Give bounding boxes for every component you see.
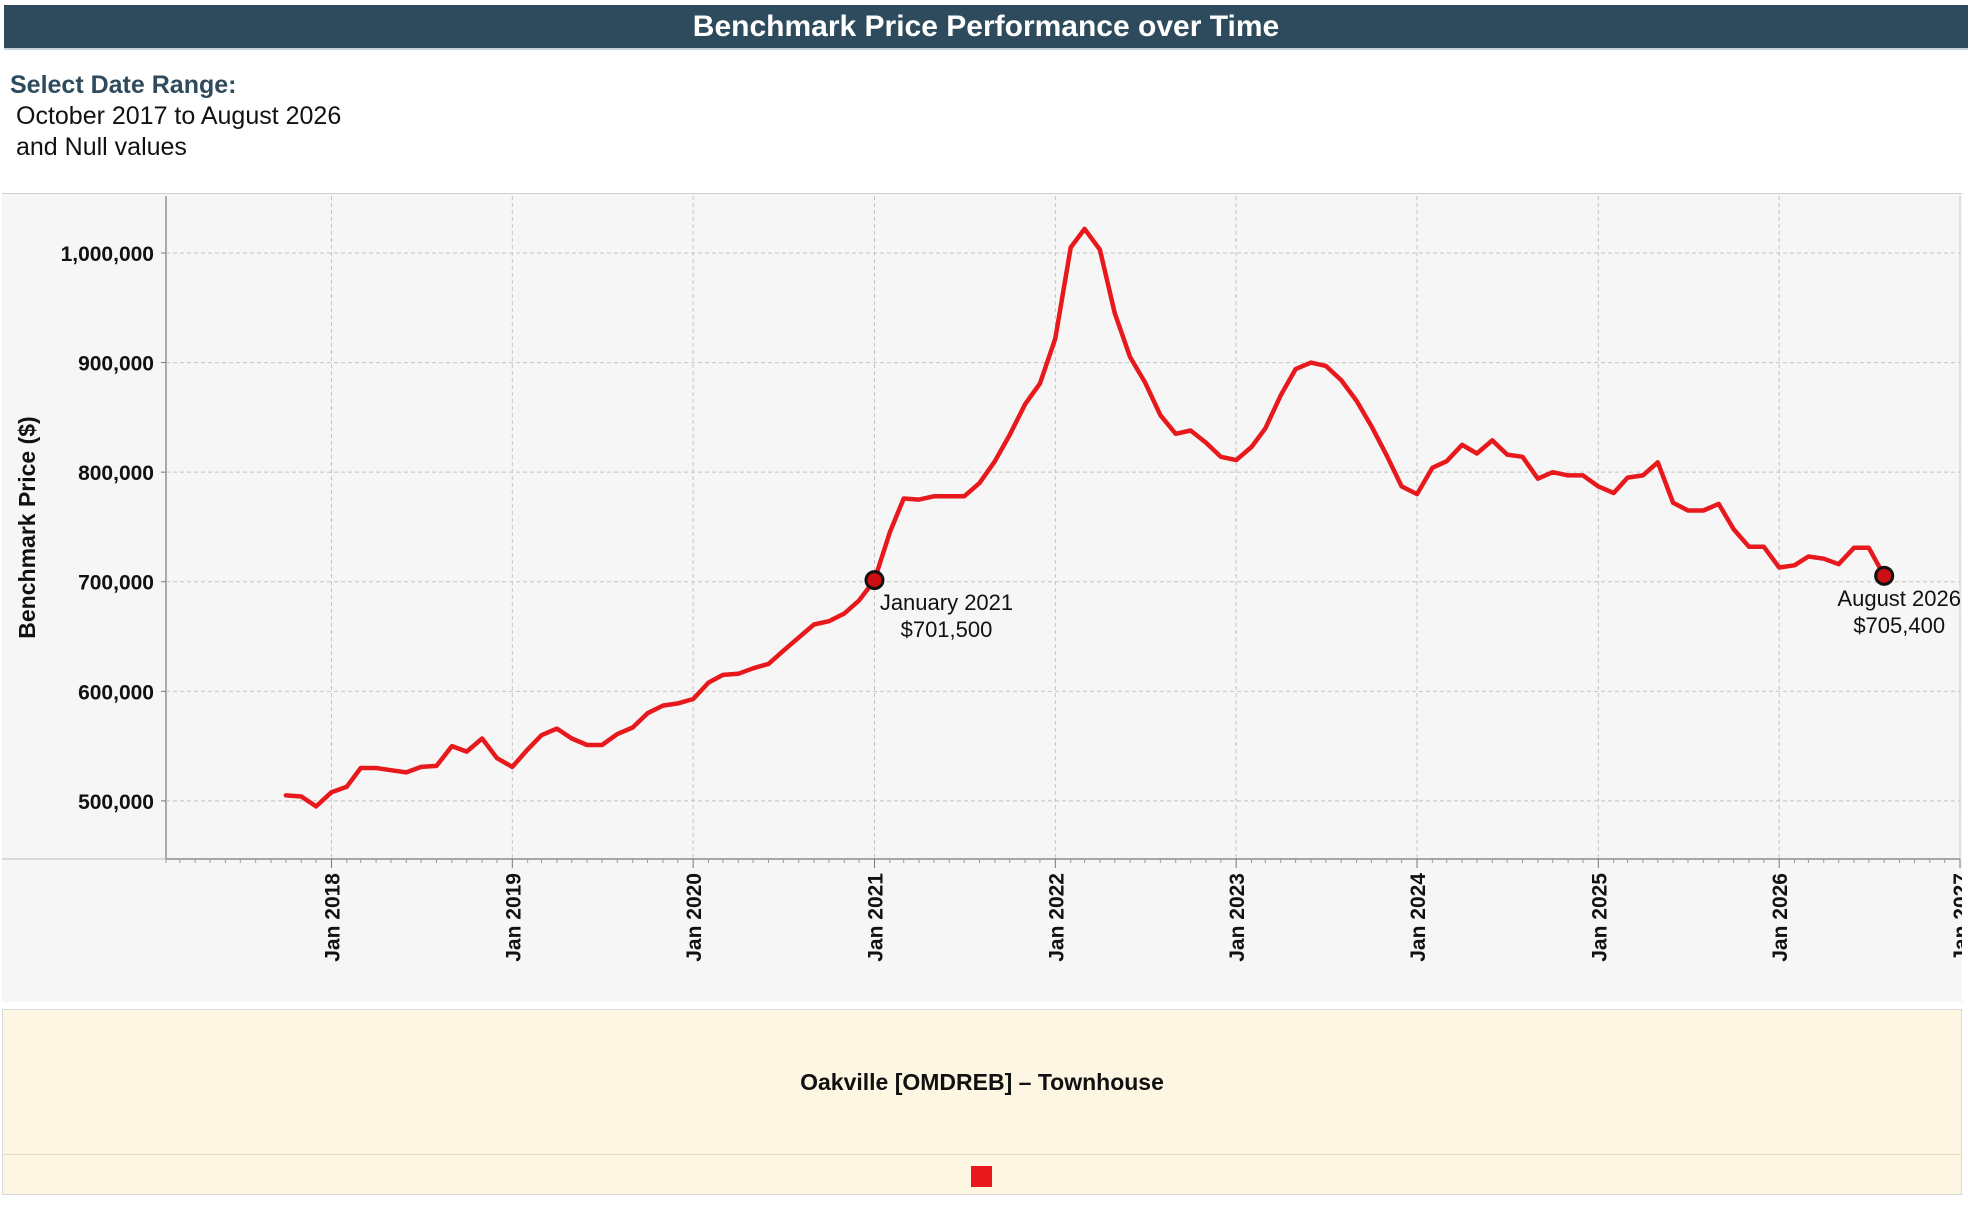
series-line: [283, 226, 1887, 809]
legend: Oakville [OMDREB] – Townhouse: [2, 1009, 1962, 1195]
y-tick-label: 900,000: [78, 353, 154, 376]
date-range-label: Select Date Range:: [10, 71, 237, 99]
x-tick-label: Jan 2020: [683, 873, 706, 962]
page-title: Benchmark Price Performance over Time: [4, 5, 1968, 50]
date-range-value: October 2017 to August 2026: [16, 102, 342, 130]
x-tick-label: Jan 2026: [1769, 873, 1792, 962]
annotation-marker: [864, 570, 885, 591]
annotation-month-label: August 2026: [1837, 586, 1961, 611]
annotation-value-label: $705,400: [1853, 613, 1945, 638]
chart-area: 500,000 600,000 700,000 800,000 900,000 1,000…: [2, 193, 1962, 1002]
x-tick-label: Jan 2024: [1407, 873, 1430, 962]
annotation-marker: [1874, 565, 1895, 586]
y-tick-label: 600,000: [78, 681, 154, 704]
benchmark-price-chart: 500,000 600,000 700,000 800,000 900,000 1,000…: [2, 194, 1962, 1002]
date-range-null-note: and Null values: [16, 133, 187, 161]
annotation-month-label: January 2021: [880, 590, 1013, 615]
legend-title: Oakville [OMDREB] – Townhouse: [3, 1010, 1961, 1155]
legend-swatch[interactable]: [971, 1166, 992, 1187]
x-tick-label: Jan 2019: [502, 873, 525, 962]
y-tick-label: 800,000: [78, 462, 154, 485]
y-tick-label: 500,000: [78, 791, 154, 814]
x-tick-label: Jan 2027: [1950, 873, 1962, 962]
y-tick-label: 700,000: [78, 572, 154, 595]
x-tick-label: Jan 2022: [1045, 873, 1068, 962]
y-tick-label: 1,000,000: [61, 243, 154, 266]
y-axis-title: Benchmark Price ($): [14, 416, 40, 638]
date-range-filter[interactable]: Select Date Range: October 2017 to Augus…: [10, 70, 341, 163]
x-tick-label: Jan 2025: [1588, 873, 1611, 962]
annotation-value-label: $701,500: [901, 617, 993, 642]
x-tick-label: Jan 2021: [864, 873, 887, 962]
x-tick-label: Jan 2023: [1226, 873, 1249, 962]
x-tick-label: Jan 2018: [321, 873, 344, 962]
